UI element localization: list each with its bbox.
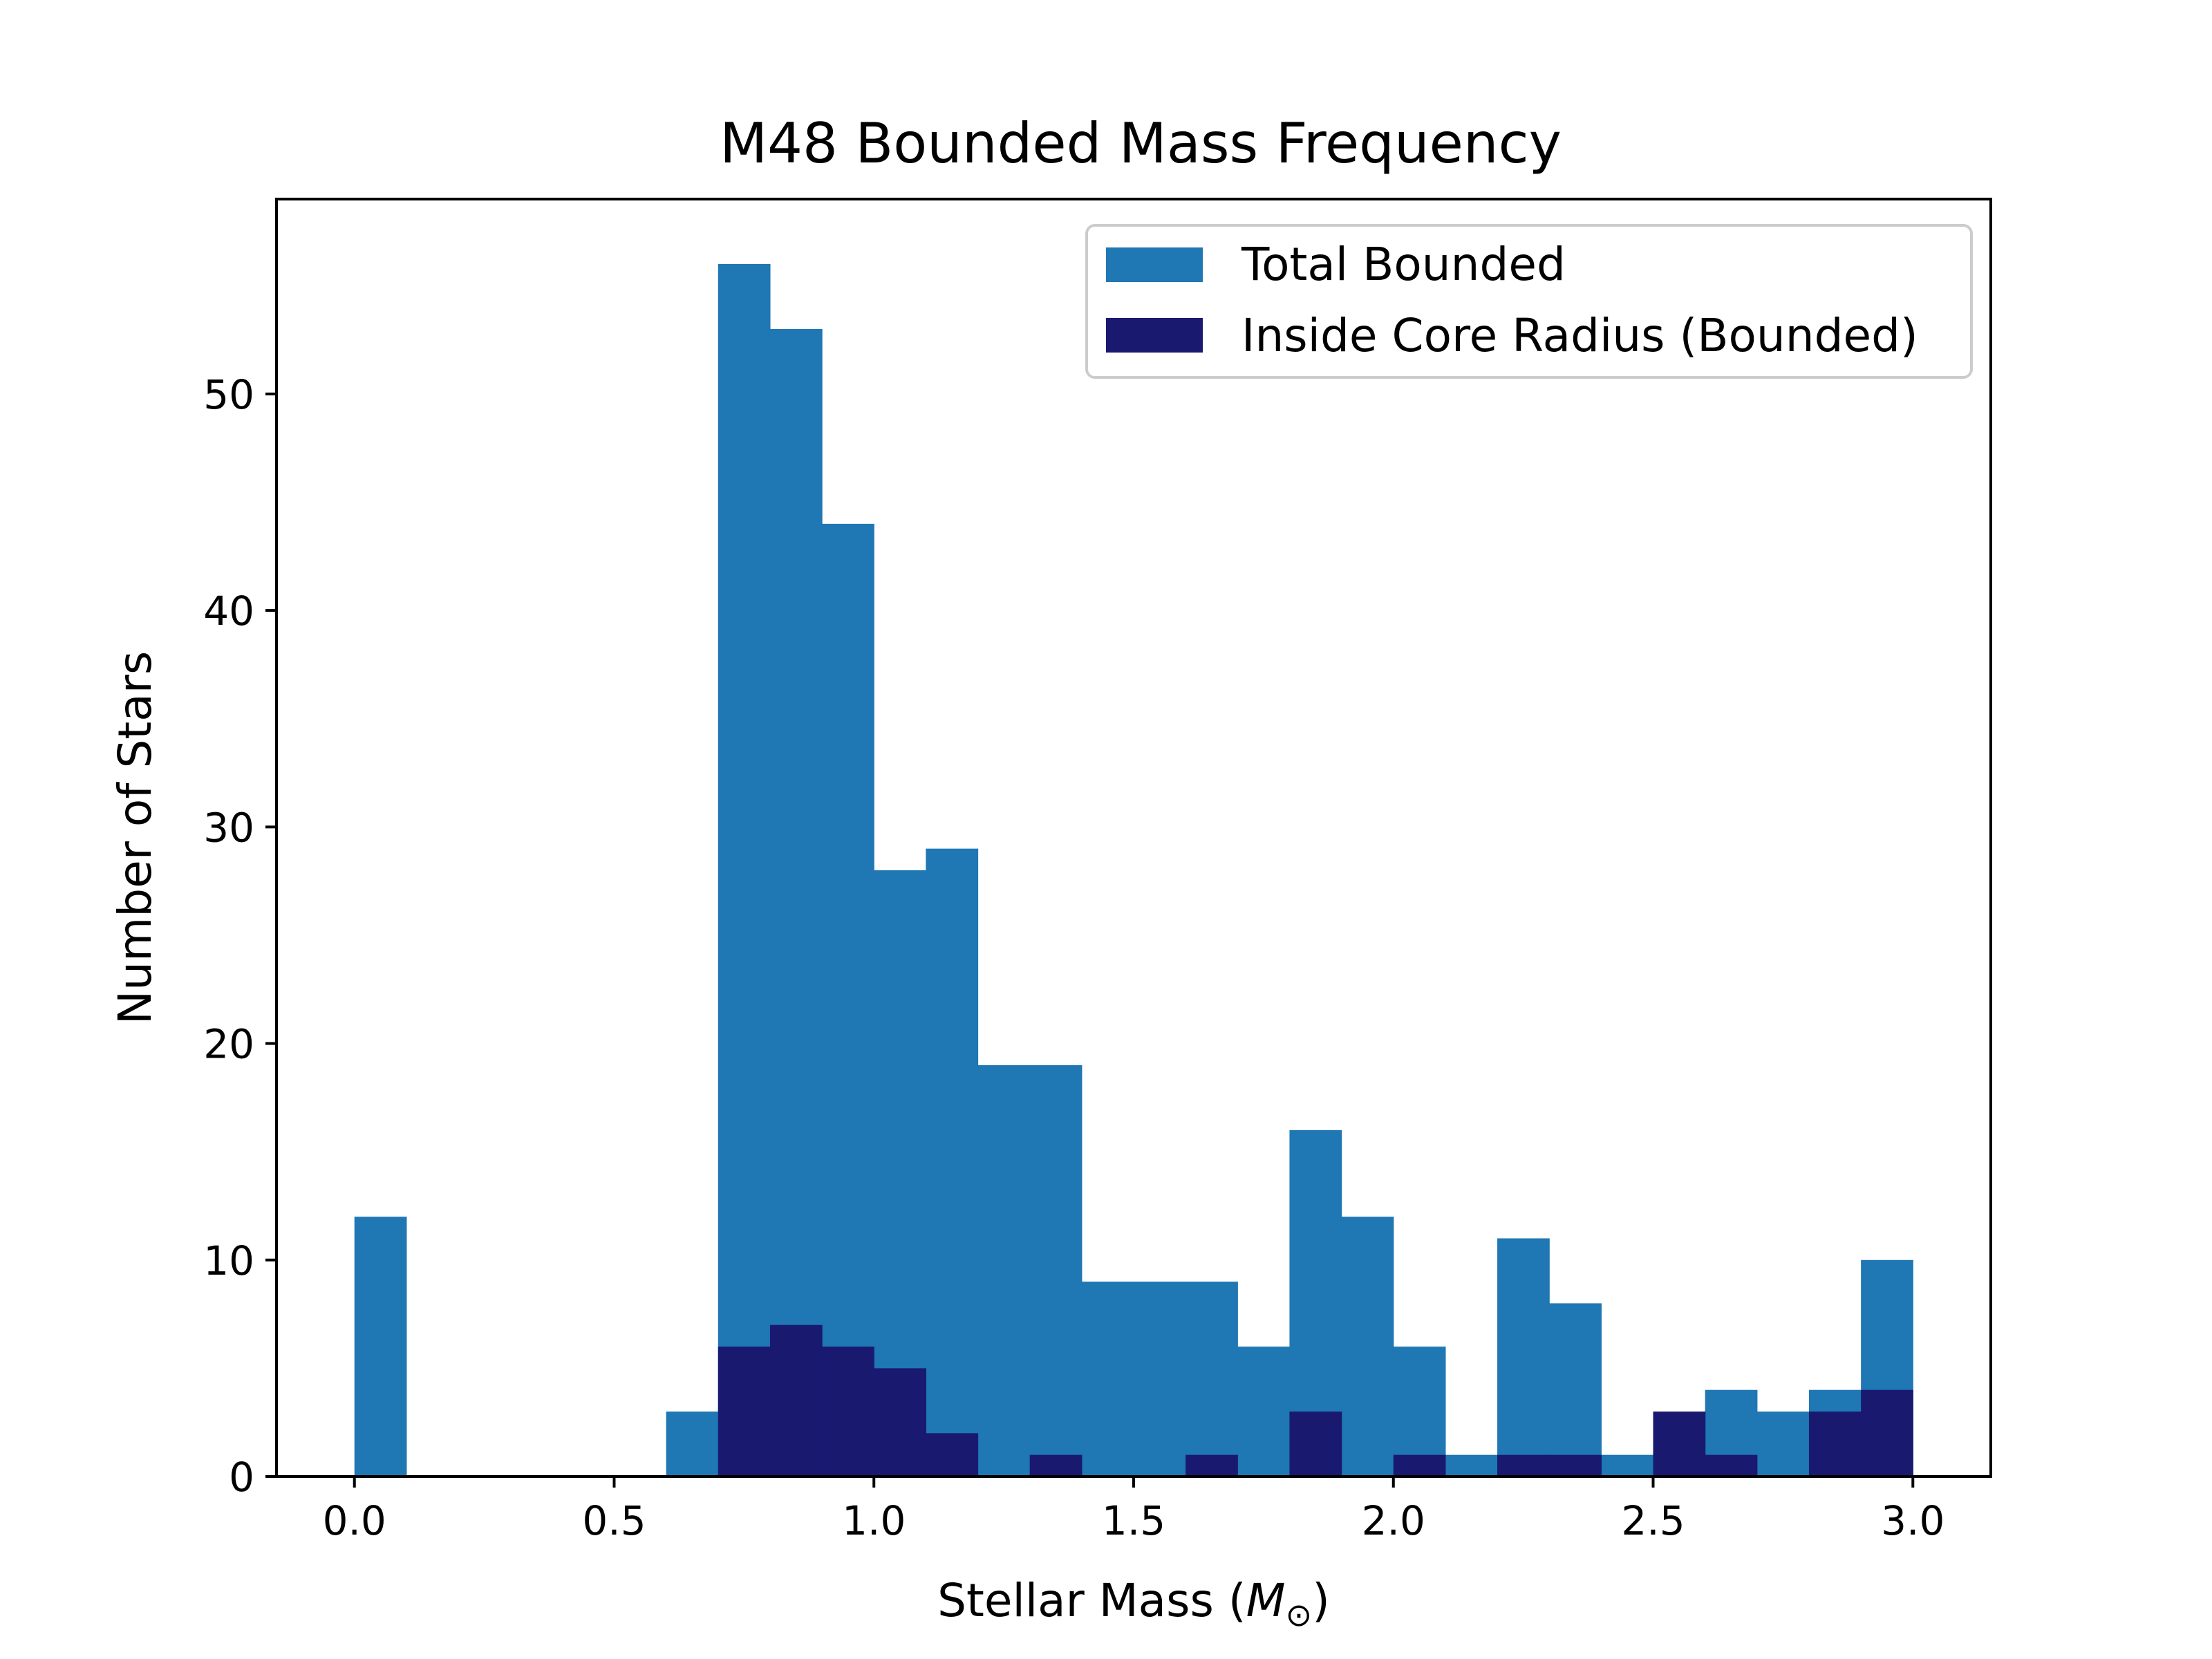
- y-tick-label: 20: [203, 1021, 254, 1068]
- bar-total-bounded-bin-9: [822, 523, 874, 1477]
- bar-inside-core-radius-bounded-bin-28: [1808, 1412, 1862, 1477]
- x-tick-label: 3.0: [1881, 1497, 1944, 1544]
- total-bounded-bars: [354, 263, 1913, 1477]
- bar-inside-core-radius-bounded-bin-13: [1029, 1454, 1082, 1477]
- bar-inside-core-radius-bounded-bin-22: [1497, 1454, 1550, 1477]
- bar-total-bounded-bin-7: [718, 263, 771, 1477]
- legend-box: [1085, 224, 1973, 379]
- bar-total-bounded-bin-8: [769, 328, 823, 1477]
- bar-total-bounded-bin-20: [1393, 1347, 1446, 1477]
- bar-inside-core-radius-bounded-bin-23: [1549, 1454, 1602, 1477]
- bar-inside-core-radius-bounded-bin-18: [1289, 1412, 1342, 1477]
- x-tick-label: 2.5: [1621, 1497, 1685, 1544]
- bar-inside-core-radius-bounded-bin-16: [1185, 1454, 1238, 1477]
- bar-total-bounded-bin-11: [926, 848, 979, 1477]
- y-tick-label: 30: [203, 804, 254, 851]
- bar-inside-core-radius-bounded-bin-11: [926, 1433, 979, 1477]
- y-tick-label: 40: [203, 588, 254, 635]
- bar-total-bounded-bin-13: [1029, 1065, 1082, 1477]
- bar-total-bounded-bin-22: [1497, 1238, 1550, 1477]
- core-radius-bars: [718, 1324, 1913, 1477]
- bar-total-bounded-bin-14: [1081, 1282, 1134, 1477]
- y-axis-label: Number of Stars: [109, 651, 162, 1024]
- y-tick-label: 10: [203, 1237, 254, 1284]
- x-axis-label: Stellar Mass (M⊙): [937, 1574, 1330, 1633]
- legend-swatch-inside-core-radius: [1106, 318, 1203, 353]
- bar-total-bounded-bin-15: [1134, 1282, 1186, 1477]
- bar-inside-core-radius-bounded-bin-26: [1705, 1454, 1758, 1477]
- x-tick-label: 1.0: [842, 1497, 906, 1544]
- bar-total-bounded-bin-17: [1237, 1347, 1291, 1477]
- legend-swatch-total-bounded: [1106, 247, 1203, 282]
- y-tick-label: 50: [203, 371, 254, 418]
- legend-label-inside-core-radius: Inside Core Radius (Bounded): [1241, 309, 1918, 362]
- bar-total-bounded-bin-16: [1185, 1282, 1238, 1477]
- bar-inside-core-radius-bounded-bin-9: [822, 1347, 874, 1477]
- chart-title: M48 Bounded Mass Frequency: [720, 111, 1562, 176]
- legend: Total Bounded Inside Core Radius (Bounde…: [1085, 224, 1973, 379]
- x-tick-label: 0.0: [323, 1497, 386, 1544]
- bar-inside-core-radius-bounded-bin-10: [874, 1368, 926, 1477]
- bar-total-bounded-bin-23: [1549, 1303, 1602, 1477]
- bar-inside-core-radius-bounded-bin-20: [1393, 1454, 1446, 1477]
- x-tick-label: 1.5: [1102, 1497, 1165, 1544]
- bar-inside-core-radius-bounded-bin-7: [718, 1347, 771, 1477]
- bar-inside-core-radius-bounded-bin-29: [1861, 1389, 1913, 1477]
- y-axis-ticks: 0 10 20 30 40 50: [203, 371, 276, 1501]
- x-tick-label: 0.5: [582, 1497, 646, 1544]
- x-tick-label: 2.0: [1362, 1497, 1425, 1544]
- bar-total-bounded-bin-27: [1756, 1412, 1810, 1477]
- y-tick-label: 0: [229, 1454, 254, 1501]
- bar-inside-core-radius-bounded-bin-25: [1653, 1412, 1706, 1477]
- bar-inside-core-radius-bounded-bin-8: [769, 1324, 823, 1477]
- bar-total-bounded-bin-12: [977, 1065, 1031, 1477]
- bar-total-bounded-bin-0: [354, 1217, 407, 1477]
- bar-total-bounded-bin-19: [1341, 1217, 1394, 1477]
- bar-total-bounded-bin-6: [666, 1412, 719, 1477]
- legend-label-total-bounded: Total Bounded: [1241, 238, 1566, 291]
- x-axis-ticks: 0.0 0.5 1.0 1.5 2.0 2.5 3.0: [323, 1477, 1944, 1544]
- bar-total-bounded-bin-21: [1445, 1454, 1498, 1477]
- bar-total-bounded-bin-24: [1601, 1454, 1654, 1477]
